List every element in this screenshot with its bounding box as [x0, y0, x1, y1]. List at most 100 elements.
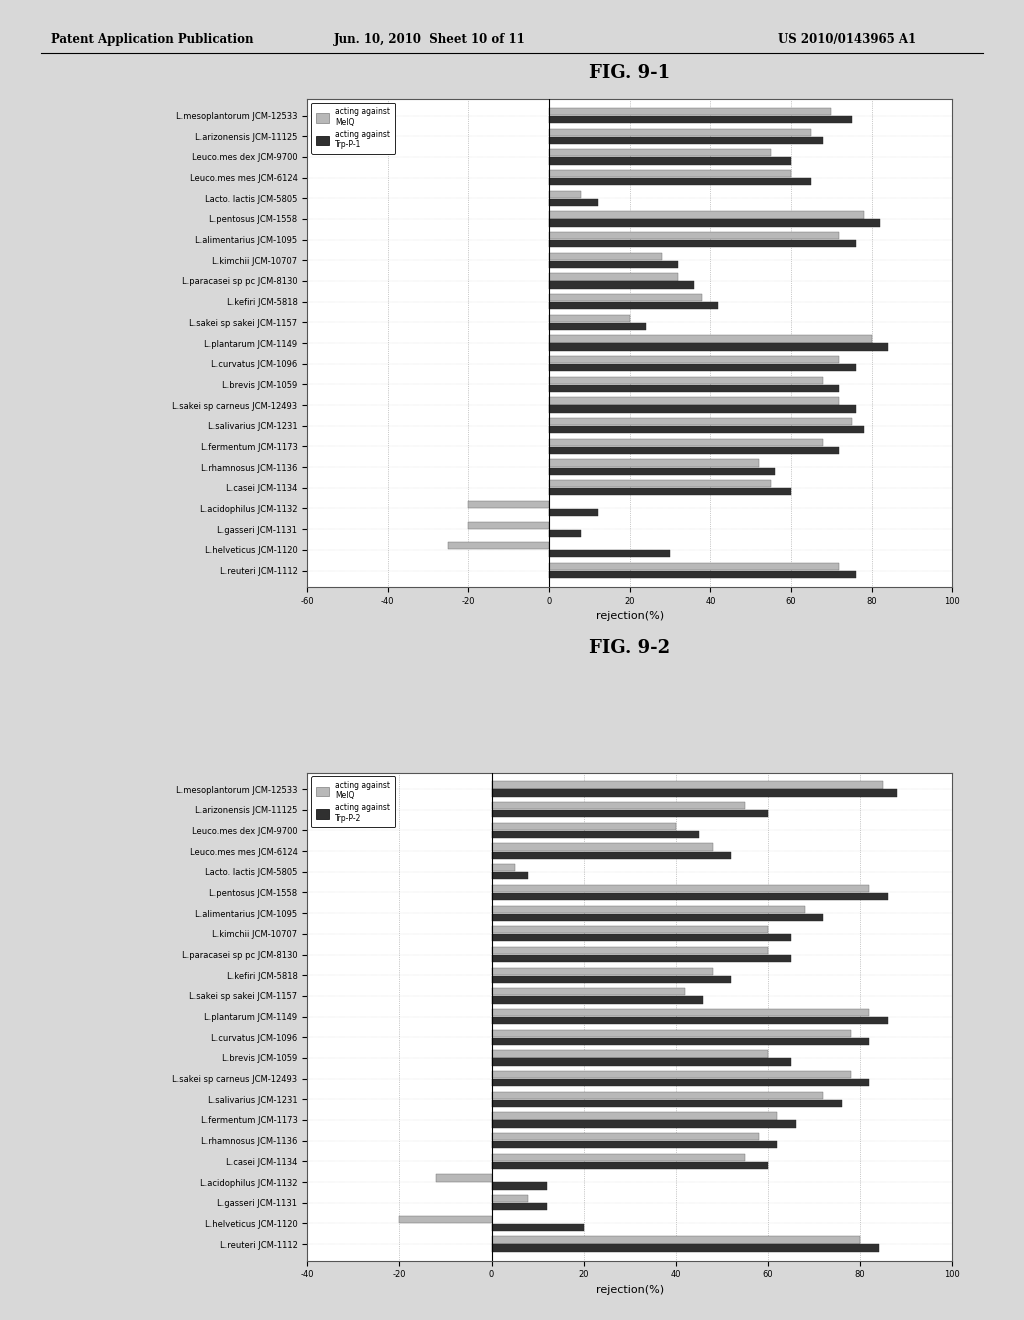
Bar	[492, 1113, 777, 1119]
Bar	[492, 1008, 869, 1016]
Bar	[492, 865, 514, 871]
Bar	[492, 1100, 842, 1107]
Bar	[492, 946, 768, 954]
Bar	[549, 232, 840, 239]
Bar	[492, 851, 731, 859]
Bar	[549, 252, 663, 260]
Bar	[492, 781, 883, 788]
Bar	[492, 975, 731, 983]
Text: Patent Application Publication: Patent Application Publication	[51, 33, 254, 46]
Bar	[492, 989, 685, 995]
Bar	[492, 935, 791, 941]
Bar	[469, 500, 549, 508]
Bar	[492, 830, 698, 838]
Bar	[492, 1224, 584, 1232]
Bar	[549, 137, 823, 144]
Bar	[549, 385, 840, 392]
Bar	[492, 843, 713, 850]
Bar	[549, 294, 702, 301]
Bar	[549, 211, 863, 219]
Bar	[549, 364, 856, 371]
Bar	[549, 376, 823, 384]
X-axis label: rejection(%): rejection(%)	[596, 611, 664, 622]
Bar	[449, 543, 549, 549]
Text: FIG. 9-2: FIG. 9-2	[589, 639, 671, 657]
Bar	[549, 302, 719, 309]
Bar	[549, 116, 852, 123]
Bar	[549, 190, 582, 198]
Bar	[492, 927, 768, 933]
Bar	[469, 521, 549, 529]
Bar	[549, 170, 792, 177]
Bar	[549, 273, 678, 281]
Bar	[492, 1038, 869, 1045]
Text: US 2010/0143965 A1: US 2010/0143965 A1	[778, 33, 916, 46]
Bar	[549, 529, 582, 537]
Bar	[549, 405, 856, 413]
Bar	[492, 1154, 745, 1160]
Bar	[492, 1051, 768, 1057]
Bar	[492, 1016, 888, 1024]
Bar	[549, 128, 811, 136]
Bar	[549, 335, 871, 343]
Bar	[549, 343, 888, 351]
Bar	[549, 108, 831, 115]
Bar	[549, 178, 811, 185]
Legend: acting against
MeIQ, acting against
Trp-P-2: acting against MeIQ, acting against Trp-…	[311, 776, 395, 828]
Bar	[549, 199, 598, 206]
Bar	[492, 1121, 796, 1127]
Bar	[549, 488, 792, 495]
Bar	[549, 219, 880, 227]
Bar	[492, 810, 768, 817]
Bar	[436, 1175, 492, 1181]
Bar	[549, 438, 823, 446]
Bar	[492, 873, 528, 879]
Bar	[492, 1237, 860, 1243]
Bar	[549, 323, 646, 330]
Bar	[492, 1183, 547, 1189]
Legend: acting against
MeIQ, acting against
Trp-P-1: acting against MeIQ, acting against Trp-…	[311, 103, 395, 154]
Bar	[549, 550, 670, 557]
Bar	[492, 1133, 759, 1140]
Bar	[549, 480, 771, 487]
Bar	[549, 562, 840, 570]
Bar	[492, 1195, 528, 1203]
Bar	[549, 418, 852, 425]
Bar	[549, 240, 856, 247]
Bar	[492, 1245, 879, 1251]
Bar	[492, 1162, 768, 1170]
Bar	[549, 281, 694, 289]
Bar	[492, 968, 713, 974]
Bar	[492, 884, 869, 892]
Bar	[492, 913, 823, 921]
Bar	[492, 954, 791, 962]
Bar	[492, 1078, 869, 1086]
Bar	[549, 261, 678, 268]
Bar	[549, 149, 771, 157]
Bar	[549, 572, 856, 578]
X-axis label: rejection(%): rejection(%)	[596, 1284, 664, 1295]
Bar	[492, 1030, 851, 1036]
Bar	[549, 426, 863, 433]
Bar	[492, 997, 703, 1003]
Bar	[549, 467, 775, 475]
Bar	[549, 510, 598, 516]
Text: Jun. 10, 2010  Sheet 10 of 11: Jun. 10, 2010 Sheet 10 of 11	[334, 33, 526, 46]
Bar	[399, 1216, 492, 1222]
Bar	[549, 314, 630, 322]
Bar	[492, 822, 676, 830]
Bar	[492, 1059, 791, 1065]
Bar	[492, 1092, 823, 1098]
Bar	[492, 1071, 851, 1078]
Bar	[492, 1203, 547, 1210]
Bar	[549, 356, 840, 363]
Bar	[492, 906, 805, 912]
Bar	[492, 1140, 777, 1148]
Bar	[492, 892, 888, 900]
Bar	[492, 789, 897, 797]
Bar	[549, 397, 840, 405]
Bar	[549, 157, 792, 165]
Bar	[549, 459, 759, 467]
Bar	[549, 447, 840, 454]
Text: FIG. 9-1: FIG. 9-1	[589, 63, 671, 82]
